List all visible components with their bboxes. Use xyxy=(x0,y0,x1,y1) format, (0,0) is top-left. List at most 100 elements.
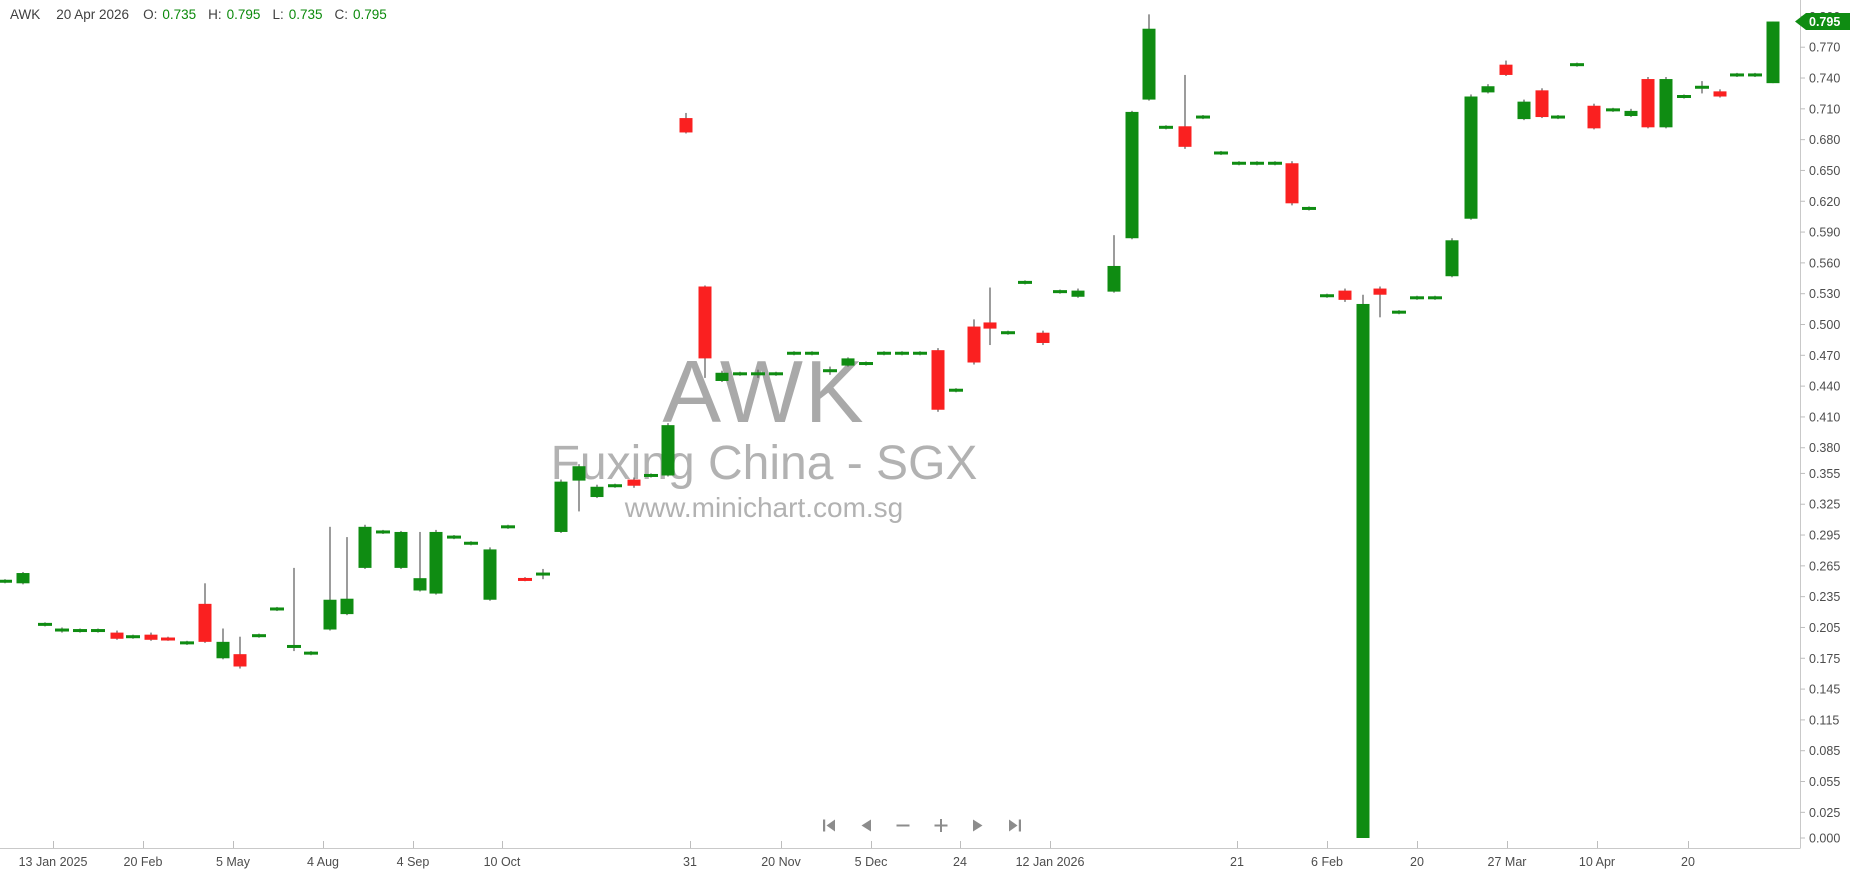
candle[interactable] xyxy=(1159,125,1173,130)
candle[interactable] xyxy=(787,351,801,356)
candle[interactable] xyxy=(1445,238,1459,278)
candle[interactable] xyxy=(859,361,873,366)
skip-start-button[interactable] xyxy=(819,816,839,835)
candle[interactable] xyxy=(1196,114,1210,120)
candle[interactable] xyxy=(1232,161,1246,166)
candle[interactable] xyxy=(55,627,69,633)
candle[interactable] xyxy=(376,529,390,535)
candle[interactable] xyxy=(1036,330,1050,346)
candle[interactable] xyxy=(144,632,158,641)
candle[interactable] xyxy=(1428,295,1442,300)
step-back-button[interactable] xyxy=(857,816,875,835)
candle[interactable] xyxy=(1535,88,1549,119)
candle[interactable] xyxy=(1551,114,1565,120)
candle[interactable] xyxy=(1373,286,1387,318)
candle[interactable] xyxy=(1695,81,1709,94)
candle[interactable] xyxy=(429,529,443,595)
candle[interactable] xyxy=(1320,293,1334,298)
candle[interactable] xyxy=(38,622,52,627)
candle[interactable] xyxy=(895,351,909,356)
candle[interactable] xyxy=(1624,108,1638,118)
candle[interactable] xyxy=(323,526,337,631)
candle[interactable] xyxy=(501,524,515,529)
candle[interactable] xyxy=(1125,110,1139,240)
candle[interactable] xyxy=(340,537,354,616)
candle[interactable] xyxy=(572,464,586,512)
candle[interactable] xyxy=(679,112,693,134)
candle[interactable] xyxy=(805,351,819,356)
candle[interactable] xyxy=(1713,89,1727,98)
candle[interactable] xyxy=(1285,161,1299,206)
candle[interactable] xyxy=(1659,76,1673,129)
candle[interactable] xyxy=(769,371,783,376)
candle[interactable] xyxy=(161,636,175,641)
candle[interactable] xyxy=(1178,74,1192,149)
candle[interactable] xyxy=(627,477,641,488)
candle[interactable] xyxy=(644,473,658,478)
candle[interactable] xyxy=(1071,288,1085,298)
candle[interactable] xyxy=(590,484,604,499)
candle[interactable] xyxy=(0,579,12,584)
candle[interactable] xyxy=(1018,280,1032,285)
candle[interactable] xyxy=(1356,294,1370,839)
candle[interactable] xyxy=(1570,62,1584,67)
candle[interactable] xyxy=(1464,94,1478,220)
candle[interactable] xyxy=(216,628,230,660)
candle[interactable] xyxy=(841,357,855,367)
candle[interactable] xyxy=(180,640,194,645)
skip-end-button[interactable] xyxy=(1005,816,1025,835)
candle[interactable] xyxy=(447,535,461,540)
candle[interactable] xyxy=(1107,235,1121,293)
candle[interactable] xyxy=(823,366,837,375)
candle[interactable] xyxy=(1730,72,1744,77)
candle[interactable] xyxy=(394,530,408,569)
candle[interactable] xyxy=(1392,310,1406,315)
candle[interactable] xyxy=(1677,94,1691,99)
candle[interactable] xyxy=(536,568,550,580)
candle[interactable] xyxy=(983,287,997,346)
candle[interactable] xyxy=(554,479,568,533)
zoom-in-button[interactable] xyxy=(931,816,951,835)
candle[interactable] xyxy=(913,351,927,356)
candle[interactable] xyxy=(1142,14,1156,101)
candle[interactable] xyxy=(358,524,372,569)
candle[interactable] xyxy=(949,388,963,393)
candle[interactable] xyxy=(967,319,981,365)
candle[interactable] xyxy=(1338,288,1352,302)
candle[interactable] xyxy=(1499,60,1513,76)
candle[interactable] xyxy=(1268,161,1282,166)
step-forward-button[interactable] xyxy=(969,816,987,835)
candle[interactable] xyxy=(304,651,318,656)
candle[interactable] xyxy=(1641,76,1655,129)
candle[interactable] xyxy=(110,630,124,640)
candle[interactable] xyxy=(1587,103,1601,130)
candle[interactable] xyxy=(1481,84,1495,94)
candle[interactable] xyxy=(1001,330,1015,335)
candle[interactable] xyxy=(1748,72,1762,77)
candle[interactable] xyxy=(733,371,747,376)
candle[interactable] xyxy=(1250,161,1264,166)
candle[interactable] xyxy=(751,369,765,378)
candle[interactable] xyxy=(518,577,532,582)
candle[interactable] xyxy=(16,572,30,585)
candle[interactable] xyxy=(413,531,427,592)
candle[interactable] xyxy=(698,285,712,378)
candle[interactable] xyxy=(198,583,212,643)
candle[interactable] xyxy=(661,423,675,477)
candle[interactable] xyxy=(608,483,622,488)
candle[interactable] xyxy=(126,634,140,639)
candle[interactable] xyxy=(73,628,87,633)
candle[interactable] xyxy=(931,348,945,412)
zoom-out-button[interactable] xyxy=(893,816,913,835)
candle[interactable] xyxy=(270,606,284,612)
candle[interactable] xyxy=(483,547,497,601)
candle[interactable] xyxy=(1517,99,1531,121)
candle[interactable] xyxy=(91,628,105,633)
candle[interactable] xyxy=(464,541,478,546)
candle[interactable] xyxy=(1606,107,1620,112)
candle[interactable] xyxy=(715,370,729,383)
candle[interactable] xyxy=(252,633,266,638)
candle[interactable] xyxy=(877,351,891,356)
candle[interactable] xyxy=(287,567,301,652)
